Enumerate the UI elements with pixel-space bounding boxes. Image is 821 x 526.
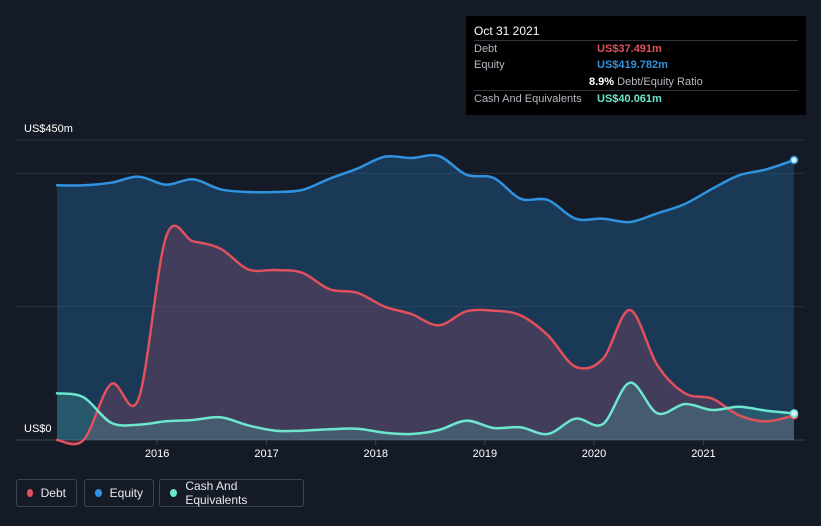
tooltip-ratio-value: 8.9% (589, 76, 615, 88)
cash-dot-icon (170, 489, 178, 497)
tooltip-value-debt: US$37.491m (597, 43, 662, 55)
equity-dot-icon (95, 489, 102, 497)
x-tick-label: 2018 (363, 448, 387, 460)
tooltip-value-cash: US$40.061m (597, 93, 662, 105)
debt-line (55, 224, 796, 446)
cash-and-equivalents-area (57, 382, 794, 440)
debt-dot-icon (27, 489, 33, 497)
tooltip-ratio-label: Debt/Equity Ratio (617, 76, 703, 88)
debt-area (57, 225, 794, 445)
tooltip-date: Oct 31 2021 (474, 24, 540, 38)
equity-area (57, 155, 794, 440)
tooltip-label-equity: Equity (474, 59, 505, 71)
y-axis-label-top: US$450m (24, 123, 73, 135)
x-tick-label: 2016 (145, 448, 169, 460)
tooltip-row-debt: Debt US$37.491m (474, 40, 798, 57)
equity-line (55, 153, 796, 224)
tooltip-label-debt: Debt (474, 43, 498, 55)
legend-item-debt[interactable]: Debt (16, 479, 77, 507)
tooltip-label-cash: Cash And Equivalents (474, 93, 582, 105)
x-tick-label: 2019 (473, 448, 497, 460)
tooltip-row-cash: Cash And Equivalents US$40.061m (474, 90, 798, 107)
legend-label-cash: Cash And Equivalents (185, 479, 248, 507)
x-tick-label: 2021 (691, 448, 715, 460)
legend-label-debt: Debt (40, 486, 66, 500)
tooltip-panel: Oct 31 2021 Debt US$37.491m Equity US$41… (466, 16, 806, 115)
x-tick-label: 2017 (254, 448, 278, 460)
legend-label-equity: Equity (109, 486, 143, 500)
tooltip-row-equity: Equity US$419.782m (474, 57, 798, 73)
tooltip-ratio: 8.9% Debt/Equity Ratio (589, 76, 703, 88)
x-tick-label: 2020 (582, 448, 606, 460)
cash-and-equivalents-point (789, 409, 799, 418)
legend-item-cash[interactable]: Cash And Equivalents (159, 479, 304, 507)
cash-and-equivalents-line (55, 381, 796, 436)
equity-point (789, 155, 799, 165)
tooltip-value-equity: US$419.782m (597, 59, 668, 71)
legend-item-equity[interactable]: Equity (84, 479, 154, 507)
y-axis-label-bottom: US$0 (24, 423, 52, 435)
